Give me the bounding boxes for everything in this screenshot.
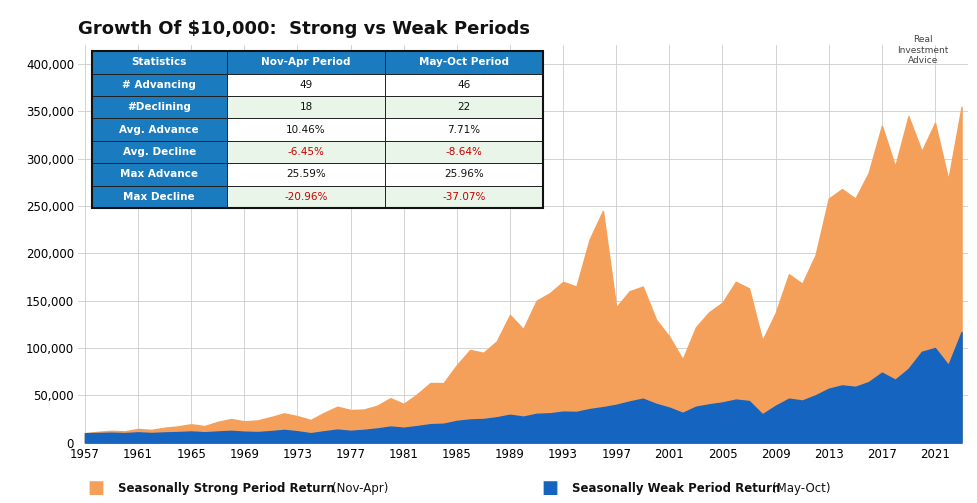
Bar xyxy=(227,118,385,141)
Text: Max Advance: Max Advance xyxy=(120,170,198,180)
Bar xyxy=(227,163,385,186)
Text: Growth Of $10,000:  Strong vs Weak Periods: Growth Of $10,000: Strong vs Weak Period… xyxy=(78,20,530,38)
Text: Real
Investment
Advice: Real Investment Advice xyxy=(896,35,948,65)
Bar xyxy=(92,141,227,163)
Text: -37.07%: -37.07% xyxy=(442,192,486,202)
Text: May-Oct Period: May-Oct Period xyxy=(419,57,509,67)
Bar xyxy=(385,118,542,141)
Bar xyxy=(227,51,385,73)
Bar xyxy=(385,163,542,186)
Bar xyxy=(92,163,227,186)
Text: 22: 22 xyxy=(457,102,470,112)
Bar xyxy=(385,73,542,96)
Text: 18: 18 xyxy=(299,102,313,112)
Text: 10.46%: 10.46% xyxy=(286,125,325,135)
Bar xyxy=(227,186,385,208)
Text: Nov-Apr Period: Nov-Apr Period xyxy=(261,57,351,67)
Bar xyxy=(92,73,227,96)
Text: Avg. Advance: Avg. Advance xyxy=(119,125,199,135)
Text: # Advancing: # Advancing xyxy=(122,80,196,90)
Bar xyxy=(385,96,542,118)
Bar xyxy=(385,186,542,208)
Text: 25.59%: 25.59% xyxy=(286,170,325,180)
Text: Statistics: Statistics xyxy=(132,57,187,67)
Text: 25.96%: 25.96% xyxy=(444,170,484,180)
Text: ■: ■ xyxy=(87,479,104,497)
Bar xyxy=(92,118,227,141)
Text: Seasonally Strong Period Return: Seasonally Strong Period Return xyxy=(118,482,335,495)
Text: (May-Oct): (May-Oct) xyxy=(772,482,830,495)
Text: Max Decline: Max Decline xyxy=(123,192,194,202)
Text: #Declining: #Declining xyxy=(127,102,191,112)
Text: -6.45%: -6.45% xyxy=(287,147,324,157)
Text: -20.96%: -20.96% xyxy=(284,192,327,202)
Bar xyxy=(92,51,227,73)
Text: Seasonally Weak Period Return: Seasonally Weak Period Return xyxy=(572,482,780,495)
Text: 46: 46 xyxy=(457,80,470,90)
Text: -8.64%: -8.64% xyxy=(446,147,482,157)
Bar xyxy=(92,96,227,118)
Bar xyxy=(385,51,542,73)
Bar xyxy=(385,141,542,163)
Bar xyxy=(227,73,385,96)
Text: 49: 49 xyxy=(299,80,313,90)
Text: Avg. Decline: Avg. Decline xyxy=(122,147,195,157)
Text: 7.71%: 7.71% xyxy=(447,125,480,135)
Bar xyxy=(92,51,542,208)
Bar xyxy=(92,186,227,208)
Bar xyxy=(227,96,385,118)
Text: (Nov-Apr): (Nov-Apr) xyxy=(331,482,388,495)
Bar xyxy=(227,141,385,163)
Text: ■: ■ xyxy=(540,479,558,497)
